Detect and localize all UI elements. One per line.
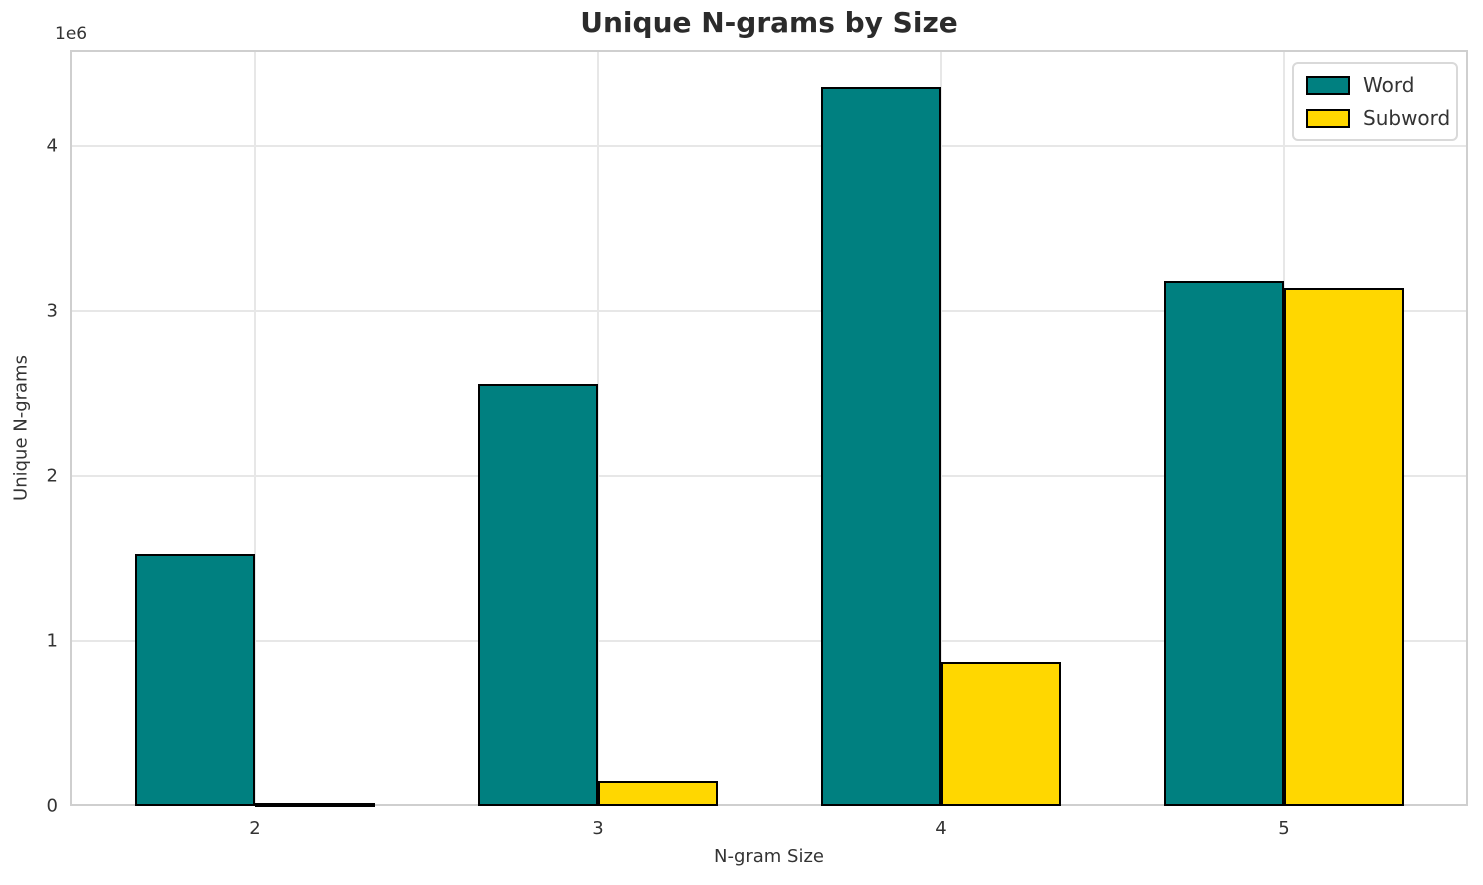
subword-series-swatch xyxy=(1306,108,1350,128)
legend-entry-word: Word xyxy=(1306,73,1444,97)
legend-label-subword: Subword xyxy=(1363,106,1451,130)
x-axis-label: N-gram Size xyxy=(713,846,825,867)
y-tick-label-0: 0 xyxy=(46,795,58,817)
bar-word-4 xyxy=(821,86,941,806)
v-gridline-2 xyxy=(254,50,256,806)
bar-subword-2 xyxy=(255,802,375,807)
v-gridline-4 xyxy=(940,50,942,806)
bar-subword-4 xyxy=(941,662,1061,806)
chart-title: Unique N-grams by Size xyxy=(580,6,958,39)
bar-word-3 xyxy=(478,383,598,806)
bar-subword-5 xyxy=(1284,287,1404,806)
x-tick-label-2: 2 xyxy=(249,818,261,839)
y-tick-label-4: 4 xyxy=(46,135,58,157)
y-tick-label-3: 3 xyxy=(46,300,58,322)
y-axis-offset-label: 1e6 xyxy=(55,24,88,44)
h-gridline-1 xyxy=(70,640,1468,642)
word-series-swatch xyxy=(1306,75,1350,95)
bar-word-2 xyxy=(135,553,255,806)
x-tick-label-5: 5 xyxy=(1278,818,1290,839)
y-tick-label-1: 1 xyxy=(46,630,58,652)
bar-word-5 xyxy=(1164,281,1284,806)
y-tick-label-2: 2 xyxy=(46,465,58,487)
plot-area-spines xyxy=(70,50,1468,806)
legend-label-word: Word xyxy=(1363,73,1415,97)
h-gridline-3 xyxy=(70,310,1468,313)
x-tick-label-4: 4 xyxy=(935,818,947,839)
x-tick-label-3: 3 xyxy=(592,818,604,839)
v-gridline-3 xyxy=(597,50,599,806)
h-gridline-4 xyxy=(70,145,1468,148)
h-gridline-2 xyxy=(70,475,1468,477)
legend-entry-subword: Subword xyxy=(1306,106,1450,130)
bar-subword-3 xyxy=(598,781,718,806)
legend: Word Subword xyxy=(1292,62,1458,141)
